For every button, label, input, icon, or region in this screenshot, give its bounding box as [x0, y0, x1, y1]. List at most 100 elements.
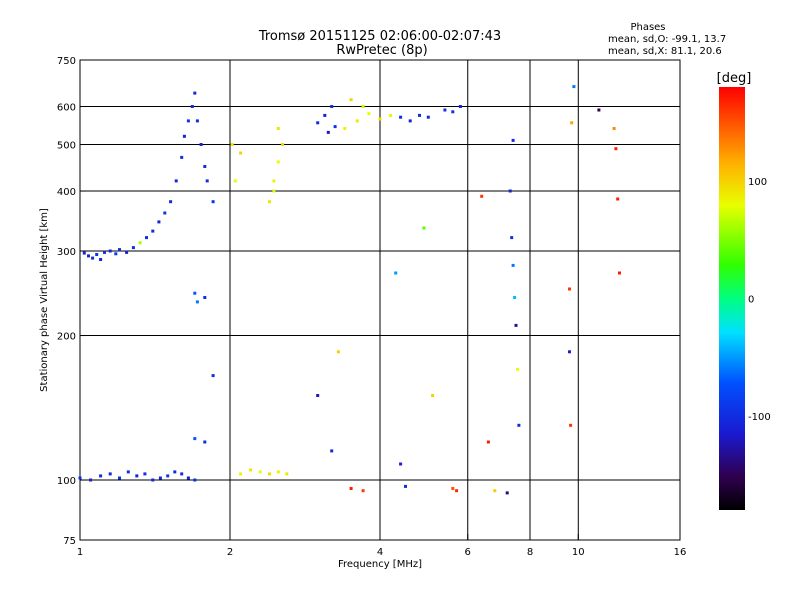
- data-point: [205, 179, 209, 183]
- grid: [80, 60, 680, 540]
- data-point: [367, 112, 371, 116]
- y-tick-label: 750: [57, 56, 76, 67]
- x-axis-ticks: 1 2 4 6 8 10 16: [77, 534, 687, 558]
- data-point: [408, 119, 412, 123]
- data-point: [114, 252, 118, 256]
- y-axis-label: Stationary phase Virtual Height [km]: [39, 208, 50, 392]
- data-point: [268, 472, 271, 476]
- data-point: [203, 440, 207, 444]
- data-point: [480, 194, 484, 198]
- data-point: [510, 236, 514, 240]
- y-tick-label: 400: [57, 187, 76, 198]
- data-point: [568, 350, 571, 354]
- data-point: [180, 155, 184, 159]
- x-tick-label: 1: [77, 547, 83, 558]
- data-point: [108, 249, 112, 253]
- data-point: [355, 119, 359, 123]
- data-point: [399, 115, 403, 119]
- data-point: [268, 200, 271, 204]
- y-axis-ticks: 75 100 200 300 400 500 600 750: [57, 56, 86, 547]
- data-point: [343, 127, 347, 130]
- phase-colorbar: [719, 87, 745, 510]
- data-point: [616, 197, 620, 201]
- data-point: [316, 394, 320, 397]
- y-tick-label: 600: [57, 103, 76, 114]
- data-point: [249, 468, 253, 472]
- data-point: [108, 472, 112, 476]
- y-tick-label: 100: [57, 476, 76, 487]
- data-point: [99, 258, 103, 261]
- data-point: [333, 125, 337, 129]
- data-point: [272, 179, 276, 183]
- x-tick-label: 16: [674, 547, 687, 558]
- data-point: [158, 476, 162, 480]
- data-point: [87, 254, 90, 258]
- data-point: [163, 211, 167, 215]
- data-point: [349, 98, 353, 102]
- x-axis-label: Frequency [MHz]: [338, 559, 422, 570]
- colorbar-label: [deg]: [717, 71, 752, 86]
- chart-title: Tromsø 20151125 02:06:00-02:07:43: [258, 29, 501, 44]
- data-point: [180, 472, 184, 476]
- data-point: [323, 113, 327, 117]
- x-tick-label: 8: [527, 547, 533, 558]
- data-point: [418, 113, 421, 117]
- data-point: [513, 296, 517, 299]
- data-point: [511, 138, 515, 142]
- data-point: [516, 367, 519, 371]
- phase-stats-x: mean, sd,X: 81.1, 20.6: [608, 46, 722, 57]
- data-point: [458, 105, 462, 108]
- data-point: [195, 119, 199, 123]
- data-point: [443, 108, 447, 112]
- data-point: [508, 189, 512, 193]
- data-point: [486, 440, 490, 444]
- data-point: [612, 127, 616, 130]
- data-point: [199, 143, 203, 146]
- data-point: [451, 487, 455, 490]
- data-point: [597, 108, 601, 112]
- data-point: [272, 189, 276, 193]
- data-point: [276, 127, 280, 130]
- colorbar-tick-label: 100: [748, 177, 767, 188]
- data-point: [330, 449, 334, 453]
- data-point: [316, 121, 320, 125]
- phase-stats-o: mean, sd,O: -99.1, 13.7: [608, 34, 726, 45]
- data-point: [211, 200, 215, 204]
- data-point: [125, 250, 129, 254]
- data-point: [336, 350, 340, 354]
- data-point: [422, 226, 426, 230]
- data-point: [568, 287, 571, 291]
- data-point: [186, 476, 190, 480]
- data-point: [361, 105, 365, 108]
- data-point: [514, 323, 518, 327]
- data-point: [399, 462, 403, 466]
- data-point: [145, 236, 148, 240]
- data-point: [258, 470, 262, 474]
- data-point: [431, 394, 435, 397]
- data-point: [182, 134, 186, 138]
- data-point: [118, 248, 121, 252]
- data-point: [157, 220, 161, 224]
- data-point: [451, 110, 455, 114]
- data-point: [569, 423, 573, 427]
- y-tick-label: 200: [57, 332, 76, 343]
- data-point: [517, 423, 521, 427]
- y-tick-label: 500: [57, 141, 76, 152]
- data-point: [89, 478, 93, 482]
- data-point: [91, 256, 95, 260]
- data-point: [95, 253, 99, 256]
- data-point: [143, 472, 147, 476]
- data-point: [230, 143, 234, 146]
- data-point: [78, 476, 82, 480]
- data-point: [330, 105, 334, 108]
- data-point: [186, 119, 190, 123]
- data-point: [505, 491, 509, 495]
- data-point: [103, 250, 106, 254]
- data-point: [126, 470, 130, 474]
- data-point: [211, 374, 215, 378]
- data-point: [193, 91, 197, 95]
- data-point: [276, 470, 280, 474]
- x-tick-label: 2: [227, 547, 233, 558]
- data-point: [174, 179, 178, 183]
- data-point: [193, 291, 197, 295]
